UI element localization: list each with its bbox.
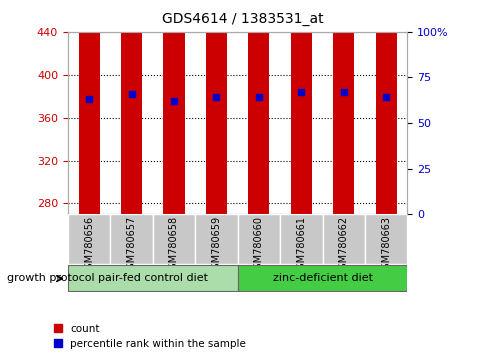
Bar [205, 0, 227, 214]
Bar [248, 0, 269, 214]
FancyBboxPatch shape [237, 265, 407, 291]
Text: GDS4614 / 1383531_at: GDS4614 / 1383531_at [161, 12, 323, 27]
FancyBboxPatch shape [110, 214, 152, 264]
Text: GSM780660: GSM780660 [253, 216, 263, 275]
Text: growth protocol: growth protocol [7, 273, 95, 283]
FancyBboxPatch shape [68, 265, 237, 291]
FancyBboxPatch shape [280, 214, 322, 264]
Bar [290, 0, 311, 214]
Bar [375, 0, 396, 214]
Bar [78, 0, 100, 214]
Legend: count, percentile rank within the sample: count, percentile rank within the sample [54, 324, 246, 349]
Text: GSM780661: GSM780661 [296, 216, 306, 275]
Text: pair-fed control diet: pair-fed control diet [98, 273, 207, 283]
Bar [163, 0, 184, 214]
FancyBboxPatch shape [322, 214, 364, 264]
Bar [333, 0, 354, 214]
FancyBboxPatch shape [364, 214, 407, 264]
Text: GSM780663: GSM780663 [380, 216, 391, 275]
FancyBboxPatch shape [195, 214, 237, 264]
FancyBboxPatch shape [68, 214, 110, 264]
FancyBboxPatch shape [237, 214, 280, 264]
FancyBboxPatch shape [152, 214, 195, 264]
Text: GSM780657: GSM780657 [126, 216, 136, 275]
Text: GSM780659: GSM780659 [211, 216, 221, 275]
Text: GSM780658: GSM780658 [168, 216, 179, 275]
Text: GSM780656: GSM780656 [84, 216, 94, 275]
Text: zinc-deficient diet: zinc-deficient diet [272, 273, 372, 283]
Text: GSM780662: GSM780662 [338, 216, 348, 275]
Bar [121, 0, 142, 214]
